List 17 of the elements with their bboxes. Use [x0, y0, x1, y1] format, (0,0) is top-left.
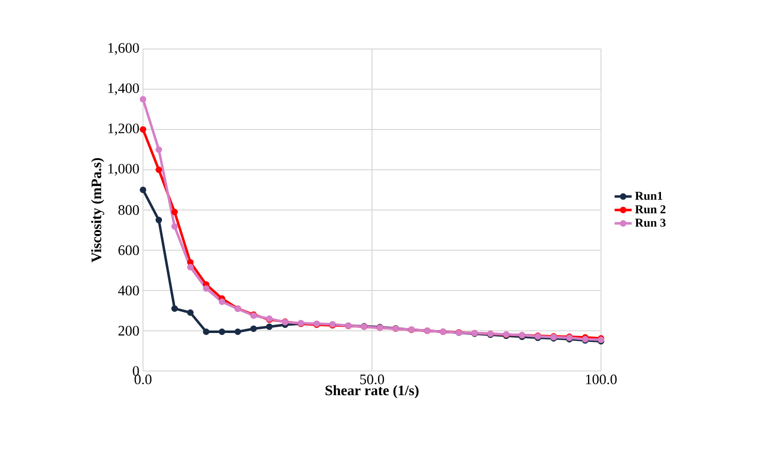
legend-label: Run 3: [635, 218, 666, 227]
x-tick-label: 50.0: [360, 374, 384, 384]
y-tick-label: 1,400: [108, 83, 139, 96]
y-tick-label: 600: [118, 245, 139, 256]
legend-label: Run 2: [635, 205, 666, 214]
legend-label: Run1: [635, 192, 662, 200]
y-tick-label: 400: [118, 286, 139, 296]
y-tick-label: 1,000: [108, 164, 139, 176]
x-tick-label: 100.0: [586, 374, 617, 384]
x-tick-label: 0.0: [134, 374, 152, 384]
y-tick-label: 200: [118, 326, 139, 336]
y-tick-label: 0: [132, 366, 139, 376]
y-tick-label: 1,600: [108, 43, 139, 55]
y-tick-label: 1,200: [108, 124, 139, 136]
x-axis-title: Shear rate (1/s): [326, 385, 419, 398]
y-tick-label: 800: [118, 205, 139, 215]
y-axis-title: Viscosity (mPa.s): [91, 158, 104, 262]
